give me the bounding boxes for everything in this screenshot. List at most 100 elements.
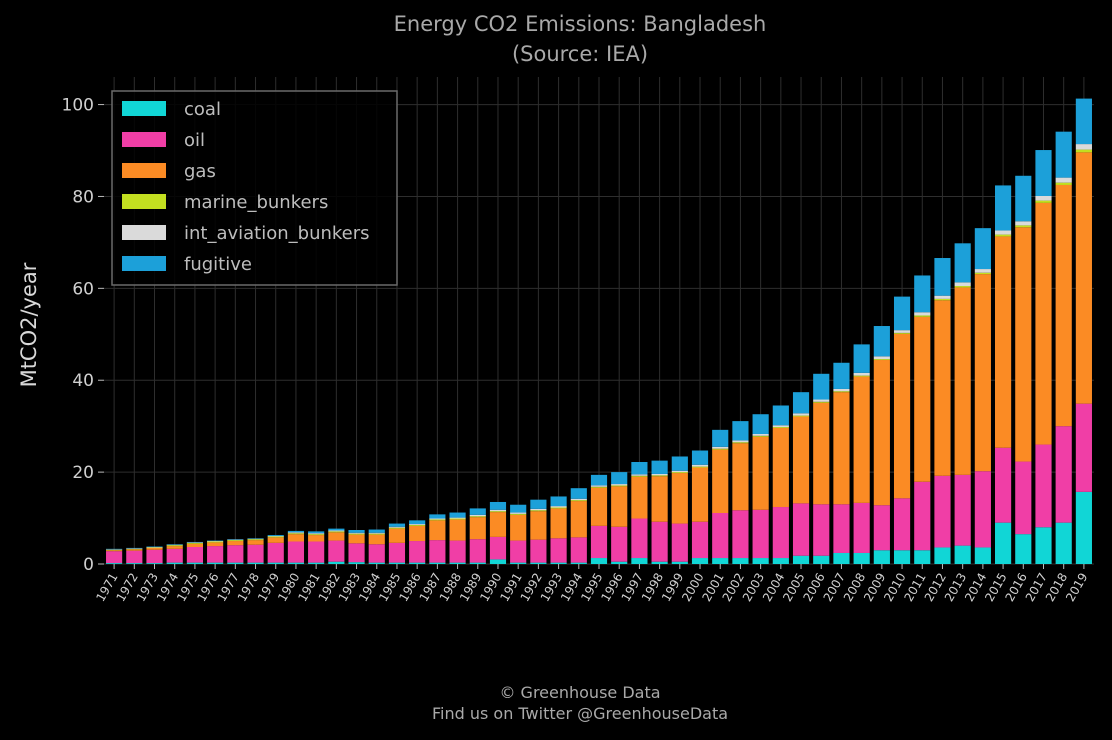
chart-title: Energy CO2 Emissions: Bangladesh bbox=[393, 12, 767, 36]
bar-oil-2001 bbox=[712, 513, 729, 559]
bar-marine_bunkers-2001 bbox=[712, 448, 729, 450]
bar-gas-1982 bbox=[328, 532, 345, 541]
bar-marine_bunkers-1999 bbox=[671, 472, 688, 474]
bar-gas-1975 bbox=[186, 543, 203, 548]
bar-int_aviation_bunkers-2004 bbox=[772, 425, 789, 428]
legend-label-oil: oil bbox=[184, 130, 205, 151]
bar-gas-2002 bbox=[732, 443, 749, 511]
bar-fugitive-1996 bbox=[611, 472, 628, 485]
bar-fugitive-1984 bbox=[368, 529, 385, 533]
bar-int_aviation_bunkers-2000 bbox=[691, 464, 709, 467]
bar-oil-2010 bbox=[893, 498, 911, 551]
bar-coal-1999 bbox=[671, 561, 688, 564]
bar-fugitive-2003 bbox=[752, 414, 769, 434]
bar-oil-2003 bbox=[752, 509, 769, 559]
bar-gas-1992 bbox=[530, 511, 547, 540]
bar-fugitive-1990 bbox=[489, 501, 507, 510]
bar-gas-1987 bbox=[429, 520, 446, 541]
bar-marine_bunkers-1992 bbox=[530, 510, 547, 512]
bar-oil-1977 bbox=[227, 545, 244, 563]
bar-gas-2000 bbox=[691, 467, 709, 522]
y-tick-label: 60 bbox=[72, 279, 94, 299]
bar-fugitive-2018 bbox=[1055, 131, 1072, 178]
bar-oil-2008 bbox=[853, 502, 870, 553]
bar-fugitive-1987 bbox=[429, 514, 446, 519]
bar-gas-1991 bbox=[510, 514, 527, 541]
bars bbox=[106, 98, 1092, 564]
bar-int_aviation_bunkers-1991 bbox=[510, 512, 527, 514]
bar-coal-2016 bbox=[1015, 534, 1032, 564]
bar-marine_bunkers-2009 bbox=[873, 359, 890, 361]
bar-coal-2003 bbox=[752, 558, 769, 564]
bar-marine_bunkers-1975 bbox=[186, 542, 203, 544]
bar-fugitive-2002 bbox=[732, 421, 749, 441]
bar-coal-1993 bbox=[550, 562, 567, 564]
y-axis-label: MtCO2/year bbox=[17, 262, 41, 387]
bar-marine_bunkers-2017 bbox=[1035, 200, 1052, 203]
bar-oil-1985 bbox=[388, 542, 406, 563]
bar-fugitive-2000 bbox=[691, 450, 709, 465]
bar-gas-1977 bbox=[227, 541, 244, 546]
bar-marine_bunkers-1981 bbox=[308, 534, 325, 536]
bar-int_aviation_bunkers-1997 bbox=[631, 474, 648, 476]
bar-oil-1986 bbox=[409, 541, 426, 563]
bar-fugitive-1998 bbox=[651, 460, 668, 474]
bar-int_aviation_bunkers-2007 bbox=[833, 388, 850, 392]
bar-oil-1973 bbox=[146, 549, 163, 564]
bar-int_aviation_bunkers-2006 bbox=[813, 399, 830, 402]
bar-oil-1993 bbox=[550, 538, 567, 563]
bar-fugitive-2005 bbox=[792, 392, 810, 414]
bar-gas-1986 bbox=[409, 525, 426, 542]
y-tick-label: 40 bbox=[72, 371, 94, 391]
bar-fugitive-1982 bbox=[328, 528, 345, 531]
bar-gas-1994 bbox=[570, 501, 587, 538]
bar-oil-1982 bbox=[328, 540, 345, 562]
bar-int_aviation_bunkers-2011 bbox=[914, 312, 931, 316]
bar-fugitive-1995 bbox=[590, 474, 608, 486]
bar-marine_bunkers-1994 bbox=[570, 500, 587, 502]
legend-swatch-int_aviation_bunkers bbox=[122, 225, 166, 240]
bar-coal-1980 bbox=[287, 562, 305, 564]
bar-gas-1997 bbox=[631, 476, 648, 519]
bar-oil-2005 bbox=[792, 503, 810, 556]
bar-oil-2015 bbox=[995, 447, 1012, 523]
bar-gas-2009 bbox=[873, 360, 890, 506]
y-tick-label: 80 bbox=[72, 187, 94, 207]
legend-label-int_aviation_bunkers: int_aviation_bunkers bbox=[184, 223, 370, 244]
bar-oil-1979 bbox=[267, 542, 284, 563]
bar-fugitive-1994 bbox=[570, 488, 587, 499]
bar-coal-1981 bbox=[308, 562, 325, 564]
bar-marine_bunkers-1974 bbox=[166, 545, 183, 547]
bar-coal-1977 bbox=[227, 562, 244, 564]
bar-oil-1981 bbox=[308, 541, 325, 563]
bar-int_aviation_bunkers-1980 bbox=[287, 532, 305, 534]
bar-marine_bunkers-1985 bbox=[388, 527, 406, 529]
bar-fugitive-2011 bbox=[914, 275, 931, 313]
bar-int_aviation_bunkers-1986 bbox=[409, 524, 426, 525]
bar-coal-2001 bbox=[712, 558, 729, 564]
bar-oil-1980 bbox=[287, 541, 305, 563]
bar-oil-2009 bbox=[873, 505, 890, 551]
bar-fugitive-1989 bbox=[469, 508, 486, 515]
bar-gas-1981 bbox=[308, 535, 325, 542]
bar-coal-1984 bbox=[368, 562, 385, 564]
bar-oil-1976 bbox=[207, 546, 224, 563]
bar-int_aviation_bunkers-1993 bbox=[550, 506, 567, 508]
bar-fugitive-1983 bbox=[348, 530, 365, 533]
bar-marine_bunkers-2013 bbox=[954, 286, 971, 288]
bar-marine_bunkers-2014 bbox=[974, 272, 991, 275]
bar-gas-2011 bbox=[914, 316, 931, 482]
bar-gas-1980 bbox=[287, 534, 305, 542]
bar-gas-2008 bbox=[853, 376, 870, 503]
bar-int_aviation_bunkers-1982 bbox=[328, 530, 345, 532]
bar-coal-2006 bbox=[813, 555, 830, 564]
bar-int_aviation_bunkers-2016 bbox=[1015, 221, 1032, 226]
bar-coal-1973 bbox=[146, 563, 163, 564]
bar-fugitive-2004 bbox=[772, 405, 789, 426]
bar-oil-2000 bbox=[691, 521, 709, 559]
bar-fugitive-2013 bbox=[954, 243, 971, 283]
bar-int_aviation_bunkers-1998 bbox=[651, 473, 668, 476]
bar-gas-2007 bbox=[833, 392, 850, 505]
bar-int_aviation_bunkers-1987 bbox=[429, 518, 446, 520]
bar-int_aviation_bunkers-2001 bbox=[712, 446, 729, 449]
